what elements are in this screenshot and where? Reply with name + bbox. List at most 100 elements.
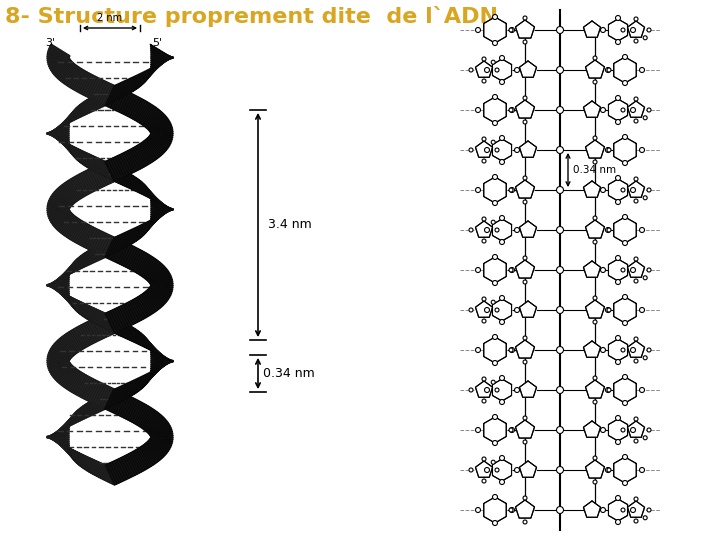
Circle shape [616,440,621,444]
Polygon shape [128,377,140,397]
Polygon shape [53,343,71,359]
Polygon shape [146,291,161,308]
Polygon shape [145,367,161,384]
Polygon shape [51,438,70,451]
Polygon shape [81,74,93,95]
Polygon shape [99,234,111,255]
Polygon shape [66,333,79,353]
Polygon shape [47,57,69,61]
Polygon shape [53,60,71,75]
Circle shape [600,428,606,433]
Polygon shape [492,219,511,241]
Polygon shape [516,20,534,38]
Polygon shape [140,370,154,389]
Polygon shape [50,198,70,209]
Polygon shape [90,230,102,251]
Polygon shape [107,84,119,105]
Polygon shape [75,176,88,195]
Polygon shape [73,449,86,470]
Polygon shape [150,287,168,301]
Circle shape [492,441,498,446]
Polygon shape [81,172,94,193]
Polygon shape [150,431,172,437]
Polygon shape [119,306,131,327]
Polygon shape [87,457,99,477]
Polygon shape [111,158,122,179]
Polygon shape [516,340,534,358]
Circle shape [623,214,628,219]
Polygon shape [94,156,105,177]
Polygon shape [140,256,153,276]
Circle shape [634,279,638,283]
Polygon shape [75,223,88,244]
Circle shape [600,107,606,112]
Polygon shape [151,209,173,213]
Polygon shape [138,330,151,350]
Polygon shape [150,52,173,58]
Circle shape [510,267,515,273]
Polygon shape [127,97,140,117]
Polygon shape [151,436,173,438]
Polygon shape [50,44,70,57]
Polygon shape [114,80,126,102]
Polygon shape [150,276,172,286]
Polygon shape [91,243,103,264]
Polygon shape [143,368,158,387]
Polygon shape [99,163,111,184]
Polygon shape [104,161,116,182]
Polygon shape [55,60,72,77]
Polygon shape [48,429,69,437]
Polygon shape [73,374,86,394]
Circle shape [647,348,651,352]
Polygon shape [145,337,159,355]
Polygon shape [84,171,96,192]
Circle shape [500,480,505,484]
Polygon shape [62,444,76,463]
Polygon shape [91,307,103,328]
Polygon shape [150,361,171,371]
Circle shape [634,17,638,21]
Polygon shape [150,58,170,71]
Polygon shape [53,420,71,435]
Polygon shape [149,136,167,151]
Polygon shape [94,165,107,186]
Polygon shape [145,261,160,280]
Polygon shape [63,445,78,464]
Polygon shape [148,342,165,358]
Polygon shape [150,362,168,376]
Text: 3.4 nm: 3.4 nm [268,219,312,232]
Polygon shape [111,240,122,261]
Circle shape [621,188,625,192]
Polygon shape [146,415,162,433]
Polygon shape [47,131,69,134]
Polygon shape [62,65,77,83]
Polygon shape [86,170,98,191]
Polygon shape [68,144,81,164]
Polygon shape [150,119,169,132]
Circle shape [616,199,621,205]
Circle shape [509,188,513,192]
Polygon shape [114,308,127,329]
Polygon shape [150,427,171,437]
Polygon shape [78,402,90,422]
Polygon shape [108,311,120,332]
Circle shape [475,508,480,512]
Polygon shape [149,287,167,302]
Polygon shape [102,388,113,408]
Circle shape [647,268,651,272]
Polygon shape [143,445,156,464]
Circle shape [492,15,498,19]
Circle shape [492,334,498,340]
Polygon shape [81,454,93,474]
Polygon shape [140,447,153,466]
Polygon shape [135,449,148,470]
Polygon shape [148,190,165,206]
Circle shape [509,348,513,352]
Polygon shape [48,125,69,133]
Polygon shape [91,155,103,176]
Circle shape [623,134,628,139]
Polygon shape [93,383,104,404]
Polygon shape [146,138,161,156]
Polygon shape [475,61,492,77]
Polygon shape [52,422,71,436]
